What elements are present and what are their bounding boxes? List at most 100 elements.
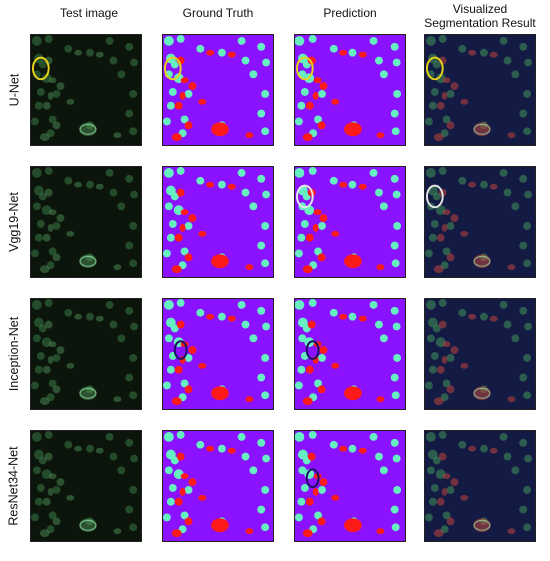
cell-marker <box>524 190 533 199</box>
cell-marker <box>519 109 528 118</box>
cell-marker <box>430 484 439 492</box>
cell-marker <box>314 379 323 388</box>
cell-marker <box>198 98 207 105</box>
cell-marker <box>86 180 94 189</box>
cell-marker <box>442 511 451 520</box>
cell-marker <box>95 183 104 190</box>
cell-marker <box>261 127 270 136</box>
cell-marker <box>52 385 61 394</box>
cell-marker <box>44 188 53 197</box>
cell-marker <box>188 82 197 90</box>
cell-marker <box>48 379 57 388</box>
cell-marker <box>436 233 445 242</box>
cell-marker <box>441 487 448 496</box>
cell-marker <box>95 315 104 322</box>
cell-marker <box>379 70 388 79</box>
cell-marker <box>163 513 171 522</box>
cell-marker <box>42 365 51 374</box>
cell-marker <box>237 168 246 177</box>
cell-marker <box>262 190 271 199</box>
cell-marker <box>331 98 340 105</box>
cell-marker <box>171 397 182 406</box>
cell-marker <box>196 44 205 53</box>
cell-marker <box>129 391 138 400</box>
cell-marker <box>47 223 54 232</box>
panel-vgg19-net-visualized <box>424 166 536 278</box>
cell-marker <box>38 456 47 465</box>
cell-marker <box>211 386 229 401</box>
cell-marker <box>295 117 303 126</box>
cell-marker <box>32 334 41 343</box>
panel-resnet34-net-ground-truth <box>162 430 274 542</box>
cell-marker <box>227 183 236 190</box>
cell-marker <box>109 56 118 65</box>
panel-image <box>31 35 141 145</box>
cell-marker <box>319 346 328 354</box>
panel-image <box>425 167 535 277</box>
cell-marker <box>433 529 444 538</box>
cell-marker <box>262 58 271 67</box>
cell-marker <box>109 188 118 197</box>
cell-marker <box>180 247 189 256</box>
cell-marker <box>391 391 400 400</box>
cell-marker <box>31 35 42 46</box>
cell-marker <box>313 77 322 84</box>
cell-marker <box>348 180 357 189</box>
panel-image <box>163 35 273 145</box>
cell-marker <box>302 397 313 406</box>
cell-marker <box>227 51 236 58</box>
cell-marker <box>392 190 401 199</box>
cell-marker <box>218 48 226 57</box>
cell-marker <box>198 494 207 501</box>
cell-marker <box>489 447 498 454</box>
cell-marker <box>441 223 448 232</box>
cell-marker <box>261 90 270 98</box>
cell-marker <box>34 101 43 110</box>
cell-marker <box>56 346 65 354</box>
cell-marker <box>425 167 436 178</box>
row-label-vgg19-net: Vgg19-Net <box>7 192 22 252</box>
cell-marker <box>442 247 451 256</box>
row-label-u-net: U-Net <box>7 73 21 107</box>
cell-marker <box>450 82 459 90</box>
cell-marker <box>56 478 65 486</box>
panel-u-net-visualized <box>424 34 536 146</box>
cell-marker <box>308 35 317 43</box>
cell-marker <box>511 334 520 343</box>
cell-marker <box>166 497 175 506</box>
cell-marker <box>130 190 139 199</box>
cell-marker <box>317 253 326 262</box>
cell-marker <box>31 431 42 442</box>
cell-marker <box>44 431 53 439</box>
cell-marker <box>184 517 193 526</box>
cell-marker <box>86 48 94 57</box>
cell-marker <box>79 519 97 531</box>
cell-marker <box>179 91 186 100</box>
cell-marker <box>64 440 73 449</box>
panel-image <box>163 167 273 277</box>
cell-marker <box>297 365 306 374</box>
cell-marker <box>499 432 508 441</box>
cell-marker <box>34 497 43 506</box>
cell-marker <box>129 127 138 136</box>
cell-marker <box>523 222 532 230</box>
cell-marker <box>170 192 179 201</box>
cell-marker <box>257 505 266 514</box>
cell-marker <box>358 183 367 190</box>
cell-marker <box>344 254 362 269</box>
cell-marker <box>489 183 498 190</box>
cell-marker <box>438 452 447 461</box>
cell-marker <box>432 192 441 201</box>
cell-marker <box>428 497 437 506</box>
cell-marker <box>503 188 512 197</box>
cell-marker <box>262 454 271 463</box>
cell-marker <box>245 528 254 535</box>
cell-marker <box>369 432 378 441</box>
cell-marker <box>458 176 467 185</box>
cell-marker <box>129 90 138 98</box>
cell-marker <box>468 445 477 452</box>
cell-marker <box>211 122 229 137</box>
cell-marker <box>241 320 250 329</box>
cell-marker <box>218 444 226 453</box>
cell-marker <box>393 486 402 494</box>
